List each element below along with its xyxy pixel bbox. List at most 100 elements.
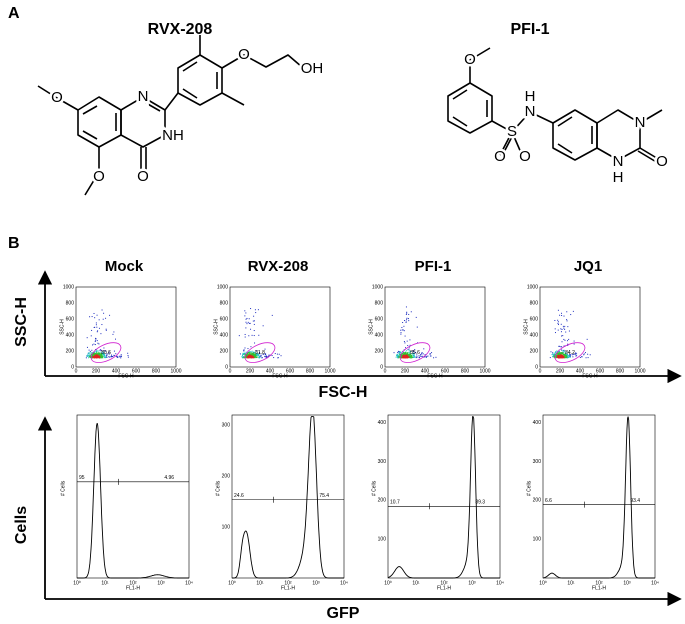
event-dot <box>558 351 560 353</box>
x-tick-label: 600 <box>286 368 295 374</box>
x-tick-label: 10⁴ <box>651 580 659 586</box>
event-dot <box>101 354 103 356</box>
x-tick-label: 600 <box>441 368 450 374</box>
event-dot <box>113 331 115 333</box>
event-dot <box>585 357 587 359</box>
event-dot <box>260 354 262 356</box>
y-tick-label: 300 <box>222 423 231 429</box>
region-value: 89.3 <box>475 500 485 506</box>
event-dot <box>561 357 563 359</box>
event-dot <box>405 350 407 352</box>
x-tick-label: 400 <box>112 368 121 374</box>
event-dot <box>557 329 559 331</box>
event-dot <box>244 315 246 317</box>
event-dot <box>408 352 410 354</box>
event-dot <box>89 353 91 355</box>
event-dot <box>243 356 245 358</box>
event-dot <box>119 355 121 357</box>
gate-value: 85.6 <box>410 350 420 356</box>
event-dot <box>552 355 554 357</box>
event-dot <box>253 352 255 354</box>
event-dot <box>98 356 100 358</box>
event-dot <box>96 314 98 316</box>
event-dot <box>403 354 405 356</box>
event-dot <box>398 357 400 359</box>
histogram-curve <box>542 416 655 579</box>
event-dot <box>100 353 102 355</box>
event-dot <box>262 325 264 327</box>
event-dot <box>88 349 90 351</box>
event-dot <box>559 354 561 356</box>
event-dot <box>247 357 249 359</box>
event-dot <box>250 328 252 330</box>
event-dot <box>403 353 405 355</box>
event-dot <box>238 335 240 337</box>
event-dot <box>86 337 88 339</box>
event-dot <box>395 356 397 358</box>
event-dot <box>400 332 402 334</box>
event-dot <box>565 355 567 357</box>
event-dot <box>562 353 564 355</box>
event-dot <box>250 355 252 357</box>
event-dot <box>106 355 108 357</box>
event-dot <box>102 351 104 353</box>
event-dot <box>242 354 244 356</box>
event-dot <box>85 357 87 359</box>
event-dot <box>408 352 410 354</box>
event-dot <box>557 319 559 321</box>
event-dot <box>561 356 563 358</box>
event-dot <box>249 356 251 358</box>
event-dot <box>253 315 255 317</box>
event-dot <box>573 343 575 345</box>
event-dot <box>566 319 568 321</box>
event-dot <box>399 353 401 355</box>
event-dot <box>408 350 410 352</box>
event-dot <box>560 328 562 330</box>
event-dot <box>261 357 263 359</box>
event-dot <box>248 322 250 324</box>
event-dot <box>403 356 405 358</box>
event-dot <box>405 306 407 308</box>
event-dot <box>561 341 563 343</box>
event-dot <box>403 355 405 357</box>
event-dot <box>250 351 252 353</box>
event-dot <box>558 356 560 358</box>
atom-label: O <box>93 168 105 185</box>
event-dot <box>429 353 431 355</box>
event-dot <box>414 351 416 353</box>
event-dot <box>559 355 561 357</box>
x-tick-label: 10³ <box>468 580 476 586</box>
event-dot <box>406 311 408 313</box>
x-tick-label: 200 <box>246 368 255 374</box>
event-dot <box>92 354 94 356</box>
event-dot <box>252 354 254 356</box>
event-dot <box>569 354 571 356</box>
x-tick-label: 10¹ <box>412 580 420 586</box>
event-dot <box>557 309 559 311</box>
event-dot <box>256 356 258 358</box>
region-value: 75.4 <box>319 493 329 499</box>
event-dot <box>245 354 247 356</box>
event-dot <box>559 314 561 316</box>
event-dot <box>395 355 397 357</box>
event-dot <box>404 342 406 344</box>
x-tick-label: 1000 <box>634 368 645 374</box>
event-dot <box>258 356 260 358</box>
event-dot <box>403 330 405 332</box>
event-dot <box>101 355 103 357</box>
y-tick-label: 200 <box>530 348 539 354</box>
region-value: 95 <box>79 475 85 481</box>
event-dot <box>97 342 99 344</box>
event-dot <box>419 355 421 357</box>
event-dot <box>567 356 569 358</box>
event-dot <box>111 356 113 358</box>
event-dot <box>250 353 252 355</box>
event-dot <box>117 355 119 357</box>
event-dot <box>412 355 414 357</box>
event-dot <box>93 353 95 355</box>
event-dot <box>397 356 399 358</box>
event-dot <box>96 357 98 359</box>
event-dot <box>278 353 280 355</box>
event-dot <box>564 328 566 330</box>
event-dot <box>90 352 92 354</box>
